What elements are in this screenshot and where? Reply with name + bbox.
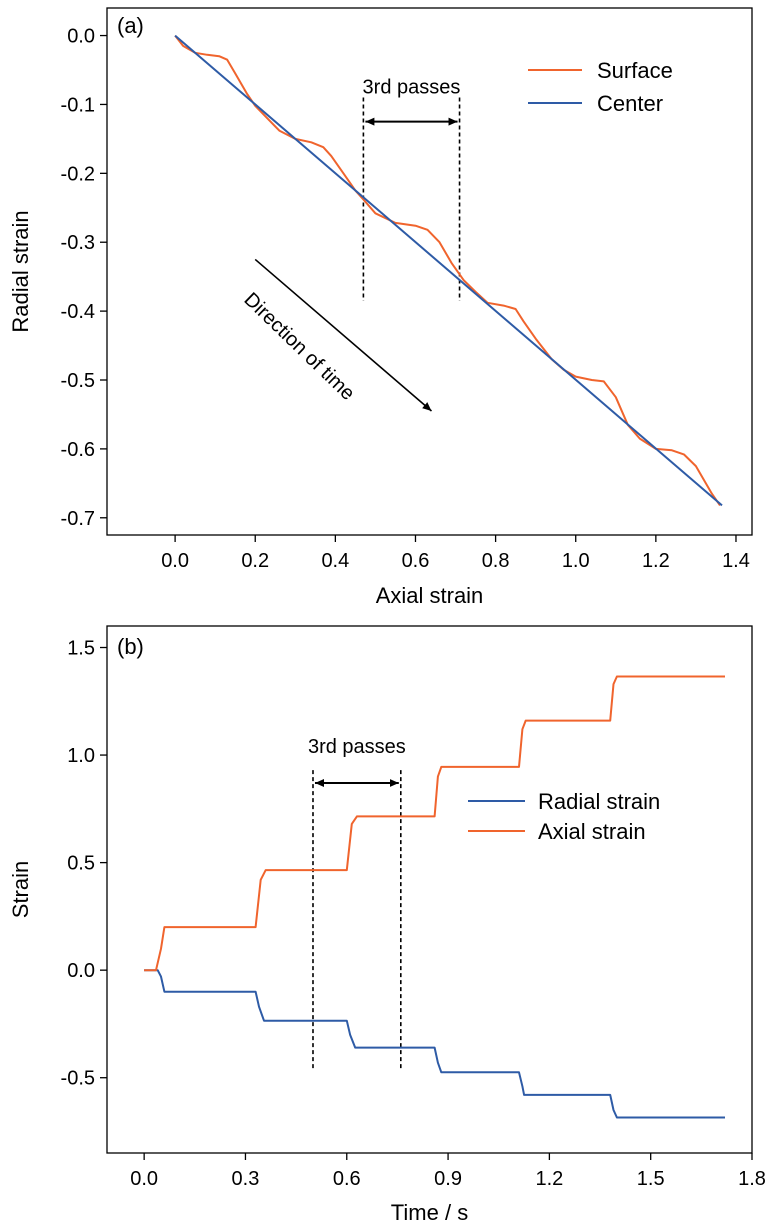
x-tick-label: 0.6 [402, 550, 430, 572]
y-axis-label: Strain [8, 861, 33, 918]
annotation-direction-of-time: Direction of time [240, 289, 359, 405]
series-line-axial-strain [144, 675, 725, 972]
legend-label-surface: Surface [597, 58, 673, 83]
y-tick-label: -0.7 [61, 508, 95, 530]
y-tick-label: -0.1 [61, 94, 95, 116]
y-axis-label: Radial strain [8, 210, 33, 332]
panel-label: (b) [117, 634, 144, 659]
y-tick-label: -0.5 [61, 1068, 95, 1090]
legend-label-center: Center [597, 91, 663, 116]
x-tick-label: 1.4 [722, 550, 750, 572]
x-tick-label: 1.2 [642, 550, 670, 572]
x-tick-label: 0.8 [482, 550, 510, 572]
y-tick-label: -0.5 [61, 370, 95, 392]
x-tick-label: 1.5 [637, 1168, 665, 1190]
plot-frame [106, 625, 753, 1154]
x-tick-label: 0.2 [241, 550, 269, 572]
x-axis-label: Time / s [391, 1200, 468, 1225]
series-line-center [174, 34, 723, 507]
series-line-surface [174, 34, 721, 506]
y-tick-label: -0.4 [61, 301, 95, 323]
direction-of-time-arrow [254, 258, 433, 412]
x-tick-label: 1.0 [562, 550, 590, 572]
panel-label: (a) [117, 13, 144, 38]
x-tick-label: 0.3 [232, 1168, 260, 1190]
x-tick-label: 0.6 [333, 1168, 361, 1190]
x-tick-label: 0.4 [321, 550, 349, 572]
x-tick-label: 1.8 [738, 1168, 766, 1190]
annotation-3rd-passes: 3rd passes [308, 736, 406, 758]
y-tick-label: 0.5 [67, 853, 95, 875]
legend-label-radial-strain: Radial strain [538, 789, 660, 814]
x-tick-label: 0.0 [161, 550, 189, 572]
x-tick-label: 1.2 [535, 1168, 563, 1190]
y-tick-label: 0.0 [67, 26, 95, 48]
y-tick-label: -0.2 [61, 163, 95, 185]
legend-label-axial-strain: Axial strain [538, 819, 646, 844]
y-tick-label: 1.5 [67, 638, 95, 660]
panel-a: 0.0 0.2 0.4 0.6 0.8 1.0 1.2 1.4 0.0 -0.1 -0.2 -0.3 -… [8, 7, 753, 608]
x-tick-label: 0.0 [130, 1168, 158, 1190]
x-tick-label: 0.9 [434, 1168, 462, 1190]
series-line-radial-strain [144, 969, 725, 1119]
y-tick-label: 0.0 [67, 960, 95, 982]
y-tick-label: 1.0 [67, 745, 95, 767]
annotation-3rd-passes: 3rd passes [363, 77, 461, 99]
panel-b: 0.0 0.3 0.6 0.9 1.2 1.5 1.8 1.5 1.0 0.5 0.0 -0.5 Tim… [8, 625, 766, 1225]
x-axis-label: Axial strain [376, 583, 484, 608]
y-tick-label: -0.3 [61, 232, 95, 254]
plot-frame [106, 7, 753, 536]
y-tick-label: -0.6 [61, 439, 95, 461]
